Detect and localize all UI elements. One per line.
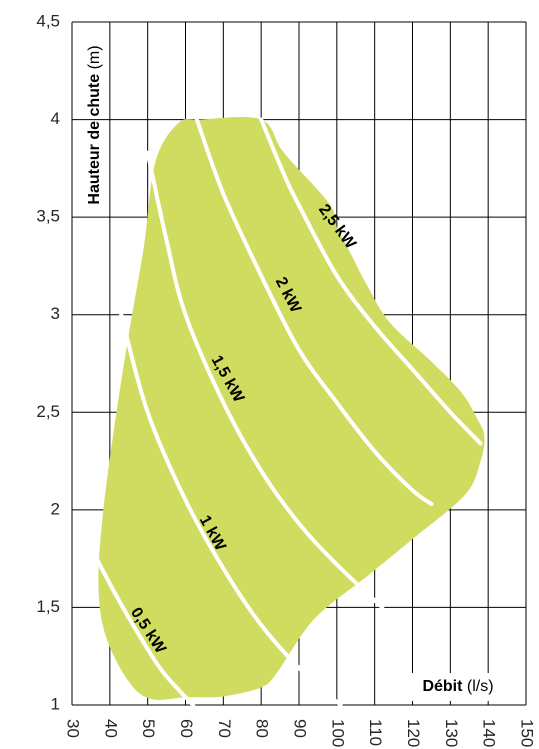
x-tick-label: 130 <box>442 719 461 747</box>
x-tick-label: 50 <box>139 719 158 738</box>
x-tick-label: 150 <box>518 719 537 747</box>
power-curves <box>94 117 483 707</box>
x-tick-label: 80 <box>253 719 272 738</box>
y-tick-label: 2 <box>51 499 60 518</box>
operating-region-area <box>98 116 485 700</box>
y-tick-label: 1,5 <box>36 597 60 616</box>
power-curve <box>94 556 196 707</box>
y-tick-label: 4 <box>51 109 60 128</box>
x-axis-ticks: 30 40 50 60 70 80 90 100 110 120 130 140 150 <box>64 719 537 747</box>
y-tick-label: 3 <box>51 304 60 323</box>
x-axis-title: Débit (l/s) <box>422 678 493 695</box>
x-tick-label: 30 <box>64 719 83 738</box>
power-curve <box>119 312 343 707</box>
x-tick-label: 90 <box>291 719 310 738</box>
x-tick-label: 100 <box>328 719 347 747</box>
power-curve <box>259 117 483 446</box>
x-tick-label: 140 <box>480 719 499 747</box>
y-tick-label: 3,5 <box>36 207 60 226</box>
power-curve <box>145 150 385 610</box>
x-tick-label: 60 <box>177 719 196 738</box>
y-tick-label: 2,5 <box>36 402 60 421</box>
x-tick-label: 120 <box>404 719 423 747</box>
x-tick-label: 70 <box>215 719 234 738</box>
x-axis-title-background <box>408 673 509 701</box>
y-tick-label: 4,5 <box>36 11 60 30</box>
x-tick-label: 110 <box>366 719 385 746</box>
y-axis-ticks: 1 1,5 2 2,5 3 3,5 4 4,5 <box>36 11 60 713</box>
y-tick-label: 1 <box>51 694 60 713</box>
x-tick-label: 40 <box>101 719 120 738</box>
power-curve <box>194 117 434 506</box>
y-axis-title: Hauteur de chute (m) <box>86 45 103 204</box>
